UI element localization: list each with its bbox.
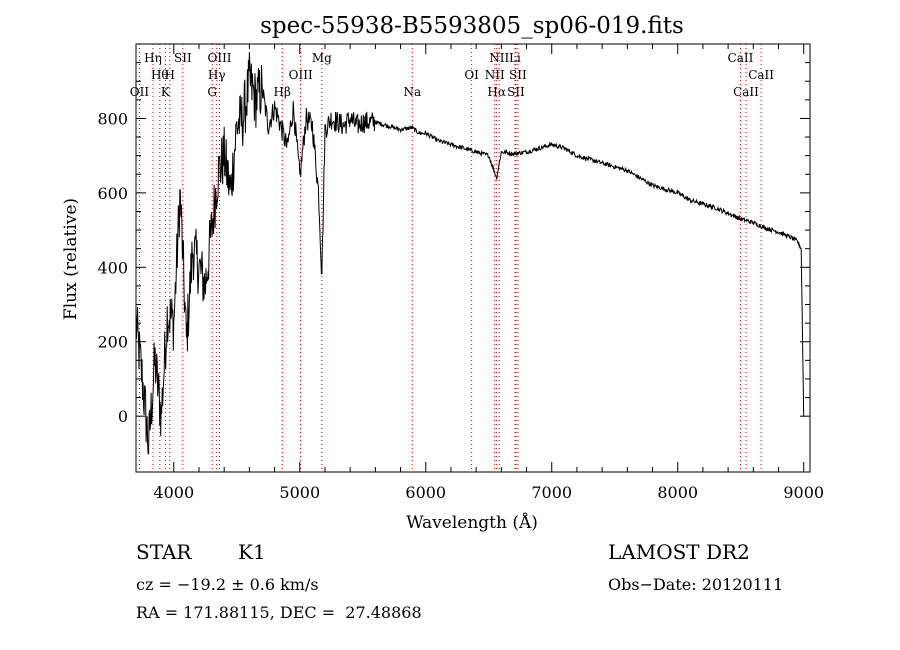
x-tick-label-1: 5000 xyxy=(279,483,320,502)
line-label-12: Na xyxy=(403,85,421,99)
object-class: STAR xyxy=(136,540,192,564)
line-label-16: NII xyxy=(485,68,505,82)
y-tick-label-2: 400 xyxy=(97,258,128,277)
line-label-7: Hγ xyxy=(208,68,226,82)
y-tick-label-1: 200 xyxy=(97,333,128,352)
line-label-17: SII xyxy=(509,68,527,82)
plot-frame xyxy=(135,43,811,473)
line-label-20: CaII xyxy=(728,51,754,65)
ra-dec-coordinates: RA = 171.88115, DEC = 27.48868 xyxy=(136,603,422,622)
line-label-5: K xyxy=(161,85,171,99)
line-label-8: G xyxy=(207,85,217,99)
observation-date: Obs−Date: 20120111 xyxy=(608,575,784,594)
x-tick-label-5: 9000 xyxy=(783,483,824,502)
line-label-4: H xyxy=(165,68,175,82)
y-tick-label-3: 600 xyxy=(97,184,128,203)
spectrum-series-line xyxy=(135,51,805,455)
y-tick-label-0: 0 xyxy=(118,407,128,426)
x-tick-label-2: 6000 xyxy=(405,483,446,502)
line-label-14: Li xyxy=(509,51,521,65)
line-label-21: CaII xyxy=(748,68,774,82)
line-label-13: NII xyxy=(489,51,509,65)
chart-title: spec-55938-B5593805_sp06-019.fits xyxy=(260,13,684,39)
axis-ticks: 4000 5000 6000 7000 8000 9000 0 200 400 600 800 xyxy=(97,44,824,502)
line-label-19: SII xyxy=(507,85,525,99)
y-tick-label-4: 800 xyxy=(97,109,128,128)
x-tick-label-3: 7000 xyxy=(531,483,572,502)
line-label-11: Hβ xyxy=(274,85,291,99)
line-label-1: Hθ xyxy=(151,68,169,82)
y-axis-label: Flux (relative) xyxy=(61,198,81,320)
x-axis-label: Wavelength (Å) xyxy=(406,512,538,533)
spectral-line-markers xyxy=(138,44,762,472)
line-label-3: SII xyxy=(174,51,192,65)
x-tick-label-0: 4000 xyxy=(153,483,194,502)
line-label-22: CaII xyxy=(733,85,759,99)
redshift-cz: cz = −19.2 ± 0.6 km/s xyxy=(136,575,319,594)
line-label-0: Hη xyxy=(144,51,162,65)
line-label-9: Mg xyxy=(312,51,332,65)
object-subclass: K1 xyxy=(238,540,266,564)
line-label-10: OIII xyxy=(289,68,313,82)
line-label-6: OIII xyxy=(207,51,231,65)
line-label-15: OI xyxy=(464,68,479,82)
line-label-2: OII xyxy=(130,85,150,99)
survey-name: LAMOST DR2 xyxy=(608,540,750,564)
x-tick-label-4: 8000 xyxy=(657,483,698,502)
line-label-18: Hα xyxy=(487,85,506,99)
